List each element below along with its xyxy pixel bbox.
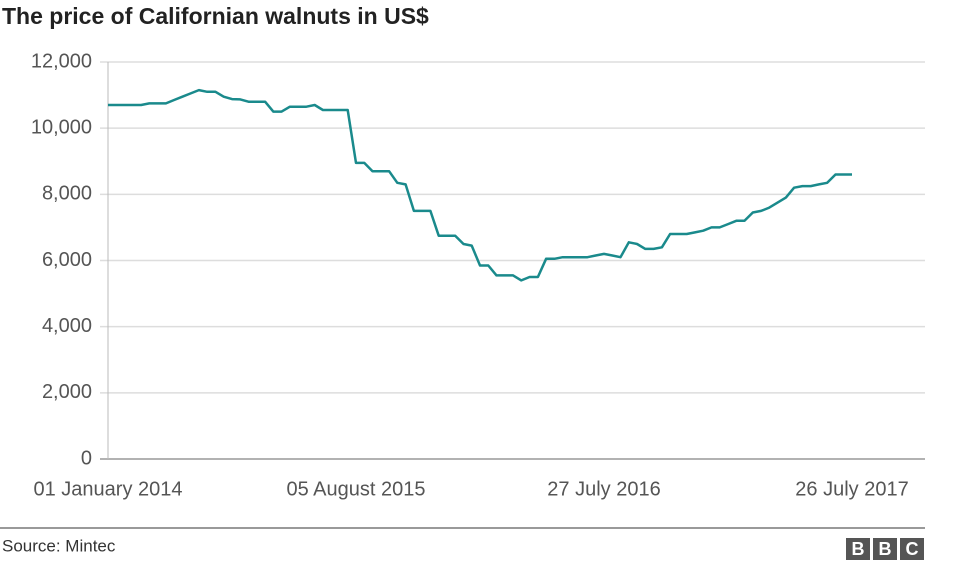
data-line [108,88,852,282]
source: Source: Mintec [2,536,116,555]
y-tick-label: 10,000 [31,116,92,138]
chart-title: The price of Californian walnuts in US$ [2,3,429,29]
logo-letter: B [852,539,865,559]
y-tick-label: 6,000 [42,249,92,271]
y-tick-label: 2,000 [42,381,92,403]
logo-box [900,538,924,560]
y-tick-label: 8,000 [42,183,92,205]
x-tick-label: 05 August 2015 [286,478,425,500]
logo-letter: C [906,539,919,559]
x-tick-label: 27 July 2016 [547,478,660,500]
y-tick-label: 12,000 [31,50,92,72]
logo-letter: B [879,539,892,559]
y-tick-label: 4,000 [42,315,92,337]
x-tick-label: 26 July 2017 [795,478,908,500]
x-tick-label: 01 January 2014 [33,478,182,500]
brand-logo: B B C [846,538,924,560]
logo-box [873,538,897,560]
logo-box [846,538,870,560]
y-tick-label: 0 [81,447,92,469]
